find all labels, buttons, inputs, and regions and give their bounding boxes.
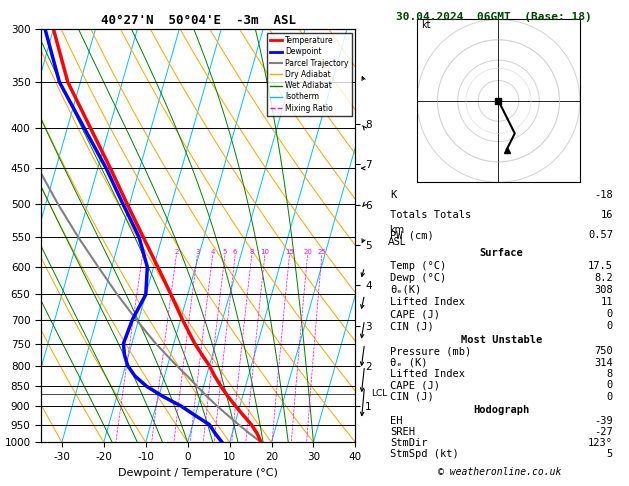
- Text: Hodograph: Hodograph: [474, 405, 530, 415]
- Text: K: K: [390, 190, 396, 200]
- Text: Dewp (°C): Dewp (°C): [390, 273, 447, 283]
- Text: 1: 1: [140, 249, 145, 255]
- Text: 11: 11: [601, 297, 613, 307]
- Text: Surface: Surface: [480, 248, 523, 259]
- X-axis label: Dewpoint / Temperature (°C): Dewpoint / Temperature (°C): [118, 468, 278, 478]
- Text: 17.5: 17.5: [588, 260, 613, 271]
- Text: Temp (°C): Temp (°C): [390, 260, 447, 271]
- Text: 8: 8: [250, 249, 254, 255]
- Text: 6: 6: [233, 249, 237, 255]
- Text: StmSpd (kt): StmSpd (kt): [390, 449, 459, 459]
- Text: 0.57: 0.57: [588, 230, 613, 240]
- Text: 5: 5: [607, 449, 613, 459]
- Text: CIN (J): CIN (J): [390, 392, 434, 402]
- Text: 15: 15: [285, 249, 294, 255]
- Text: -39: -39: [594, 416, 613, 426]
- Text: EH: EH: [390, 416, 403, 426]
- Text: 3: 3: [195, 249, 199, 255]
- Text: StmDir: StmDir: [390, 438, 428, 448]
- Text: 2: 2: [174, 249, 179, 255]
- Y-axis label: km
ASL: km ASL: [387, 225, 406, 246]
- Text: Most Unstable: Most Unstable: [461, 335, 542, 345]
- Text: CAPE (J): CAPE (J): [390, 309, 440, 319]
- Text: 0: 0: [607, 309, 613, 319]
- Text: 20: 20: [303, 249, 312, 255]
- Text: 123°: 123°: [588, 438, 613, 448]
- Text: CIN (J): CIN (J): [390, 321, 434, 331]
- Text: 0: 0: [607, 392, 613, 402]
- Text: 25: 25: [318, 249, 326, 255]
- Text: θₑ (K): θₑ (K): [390, 358, 428, 368]
- Text: 10: 10: [260, 249, 269, 255]
- Text: 750: 750: [594, 347, 613, 356]
- Text: CAPE (J): CAPE (J): [390, 381, 440, 390]
- Text: LCL: LCL: [371, 389, 387, 398]
- Text: 0: 0: [607, 381, 613, 390]
- Text: SREH: SREH: [390, 427, 415, 437]
- Text: θₑ(K): θₑ(K): [390, 285, 421, 295]
- Title: 40°27'N  50°04'E  -3m  ASL: 40°27'N 50°04'E -3m ASL: [101, 14, 296, 27]
- Text: kt: kt: [421, 19, 431, 30]
- Text: 8.2: 8.2: [594, 273, 613, 283]
- Text: Lifted Index: Lifted Index: [390, 369, 465, 379]
- Text: -27: -27: [594, 427, 613, 437]
- Text: 308: 308: [594, 285, 613, 295]
- Text: Lifted Index: Lifted Index: [390, 297, 465, 307]
- Legend: Temperature, Dewpoint, Parcel Trajectory, Dry Adiabat, Wet Adiabat, Isotherm, Mi: Temperature, Dewpoint, Parcel Trajectory…: [267, 33, 352, 116]
- Text: 16: 16: [601, 210, 613, 220]
- Text: 0: 0: [607, 321, 613, 331]
- Text: -18: -18: [594, 190, 613, 200]
- Y-axis label: hPa: hPa: [0, 226, 1, 246]
- Text: 30.04.2024  06GMT  (Base: 18): 30.04.2024 06GMT (Base: 18): [396, 12, 592, 22]
- Text: 314: 314: [594, 358, 613, 368]
- Text: 5: 5: [223, 249, 227, 255]
- Text: Totals Totals: Totals Totals: [390, 210, 472, 220]
- Text: PW (cm): PW (cm): [390, 230, 434, 240]
- Text: 8: 8: [607, 369, 613, 379]
- Text: 4: 4: [211, 249, 215, 255]
- Text: © weatheronline.co.uk: © weatheronline.co.uk: [438, 467, 562, 477]
- Text: Pressure (mb): Pressure (mb): [390, 347, 472, 356]
